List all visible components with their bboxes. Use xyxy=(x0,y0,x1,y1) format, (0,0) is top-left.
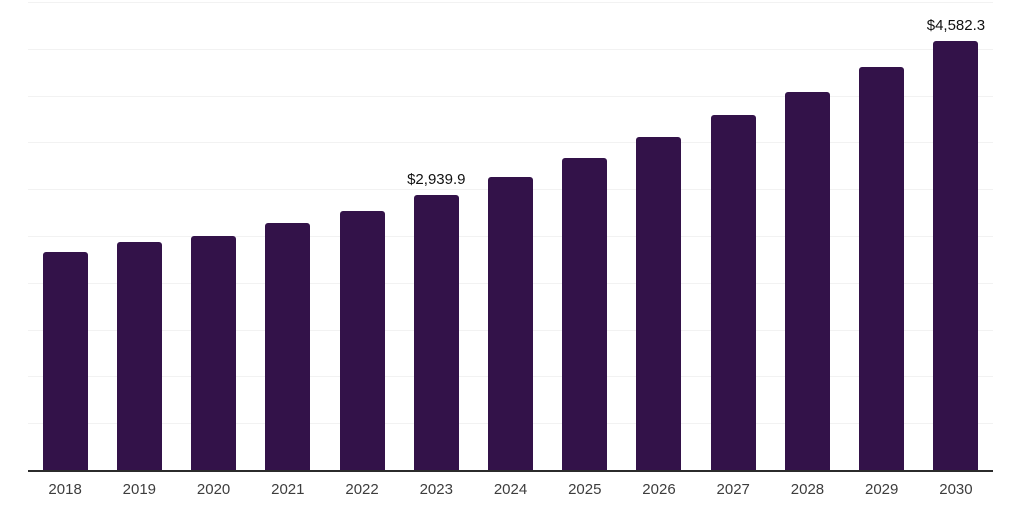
bar-slot-2029: 2029 xyxy=(845,2,919,497)
bar-2026 xyxy=(636,137,682,470)
bar-slot-2024: 2024 xyxy=(473,2,547,497)
bar-2025 xyxy=(562,157,608,470)
x-tick-label-2018: 2018 xyxy=(48,481,82,498)
bars-container: 2018 2019 2020 2021 2022 $2,939.9 2023 2024 2025… xyxy=(28,2,993,497)
bar-slot-2018: 2018 xyxy=(28,2,102,497)
x-tick-label-2022: 2022 xyxy=(345,481,379,498)
bar-2019 xyxy=(116,241,162,470)
bar-slot-2025: 2025 xyxy=(548,2,622,497)
x-tick-label-2023: 2023 xyxy=(419,481,453,498)
x-tick-label-2030: 2030 xyxy=(939,481,973,498)
value-label-2023: $2,939.9 xyxy=(407,170,466,188)
gridline xyxy=(28,142,993,144)
x-tick-label-2019: 2019 xyxy=(122,481,157,498)
bar-2021 xyxy=(265,223,311,470)
bar-2020 xyxy=(191,235,237,470)
bar-slot-2030: $4,582.3 2030 xyxy=(919,2,993,497)
x-tick-label-2029: 2029 xyxy=(865,481,899,498)
x-axis-line xyxy=(28,470,993,472)
gridline xyxy=(28,48,993,50)
bar-slot-2020: 2020 xyxy=(176,2,250,497)
bar-2018 xyxy=(42,251,88,470)
bar-2024 xyxy=(488,176,534,470)
bar-slot-2027: 2027 xyxy=(696,2,770,497)
bar-slot-2026: 2026 xyxy=(622,2,696,497)
bar-2022 xyxy=(339,210,385,470)
gridline xyxy=(28,95,993,97)
bar-slot-2023: $2,939.9 2023 xyxy=(399,2,473,497)
x-tick-label-2027: 2027 xyxy=(716,481,750,498)
x-tick-label-2024: 2024 xyxy=(493,481,528,498)
bar-2023 xyxy=(413,194,459,470)
bar-2030 xyxy=(933,41,979,470)
bar-slot-2019: 2019 xyxy=(102,2,176,497)
plot-area: 2018 2019 2020 2021 2022 $2,939.9 2023 2024 2025… xyxy=(28,2,993,497)
x-tick-label-2028: 2028 xyxy=(790,481,825,498)
bar-2028 xyxy=(784,92,830,470)
x-tick-label-2021: 2021 xyxy=(271,481,305,498)
bar-slot-2021: 2021 xyxy=(251,2,325,497)
x-tick-label-2026: 2026 xyxy=(642,481,676,498)
x-tick-label-2020: 2020 xyxy=(196,481,231,498)
bar-slot-2028: 2028 xyxy=(770,2,844,497)
x-tick-label-2025: 2025 xyxy=(568,481,602,498)
bar-2027 xyxy=(710,115,756,470)
bar-slot-2022: 2022 xyxy=(325,2,399,497)
bar-2029 xyxy=(859,67,905,470)
gridline xyxy=(28,2,993,3)
value-label-2030: $4,582.3 xyxy=(926,17,986,35)
